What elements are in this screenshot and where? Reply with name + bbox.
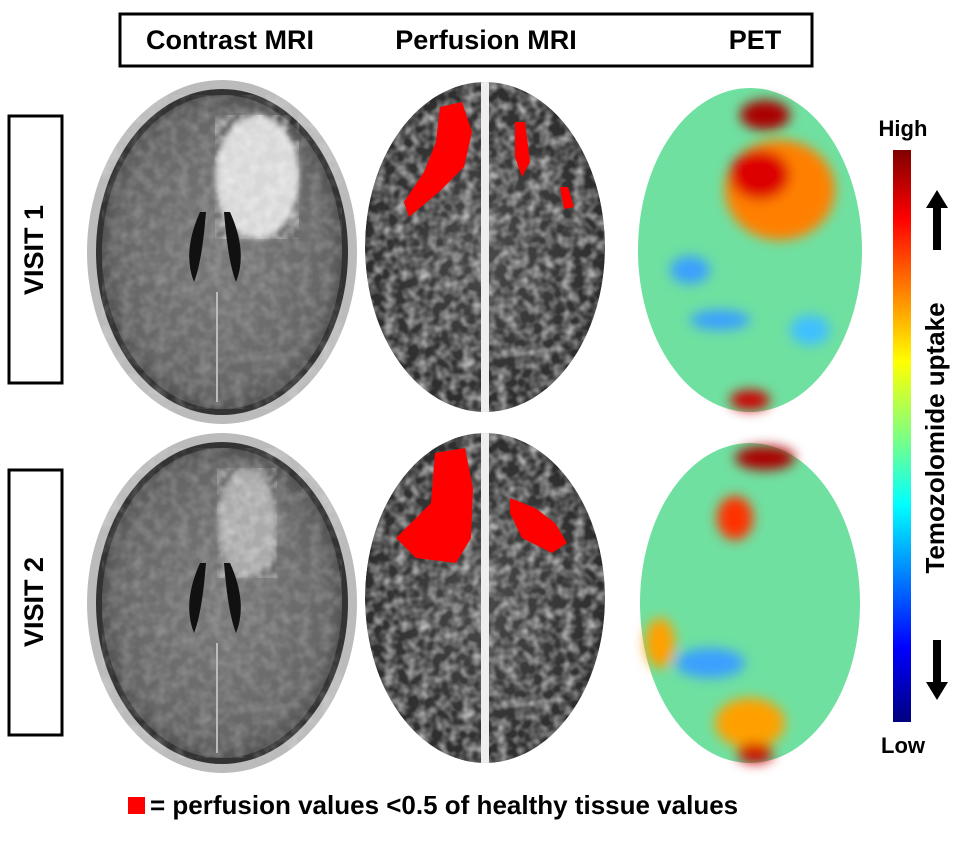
contrast-mri-image — [87, 80, 357, 424]
legend-swatch — [128, 797, 145, 814]
colorbar — [893, 150, 911, 722]
colorbar-low: Low — [881, 733, 926, 758]
row-label: VISIT 1 — [19, 205, 49, 295]
arrow-down — [926, 640, 948, 700]
row-label: VISIT 2 — [19, 557, 49, 647]
column-title: PET — [729, 25, 782, 55]
contrast-mri-image — [87, 433, 357, 773]
perfusion-mri-image — [365, 82, 605, 412]
pet-image — [640, 443, 860, 763]
column-title: Contrast MRI — [146, 25, 314, 55]
perfusion-mri-image — [365, 433, 605, 763]
header-box — [118, 12, 814, 68]
row-box — [7, 468, 64, 737]
row-box — [7, 114, 64, 385]
pet-image — [638, 88, 862, 412]
arrow-up — [926, 190, 948, 250]
colorbar-label: Temozolomide uptake — [920, 302, 950, 573]
colorbar-high: High — [879, 116, 928, 141]
column-title: Perfusion MRI — [395, 25, 577, 55]
legend-text: = perfusion values <0.5 of healthy tissu… — [150, 790, 738, 820]
